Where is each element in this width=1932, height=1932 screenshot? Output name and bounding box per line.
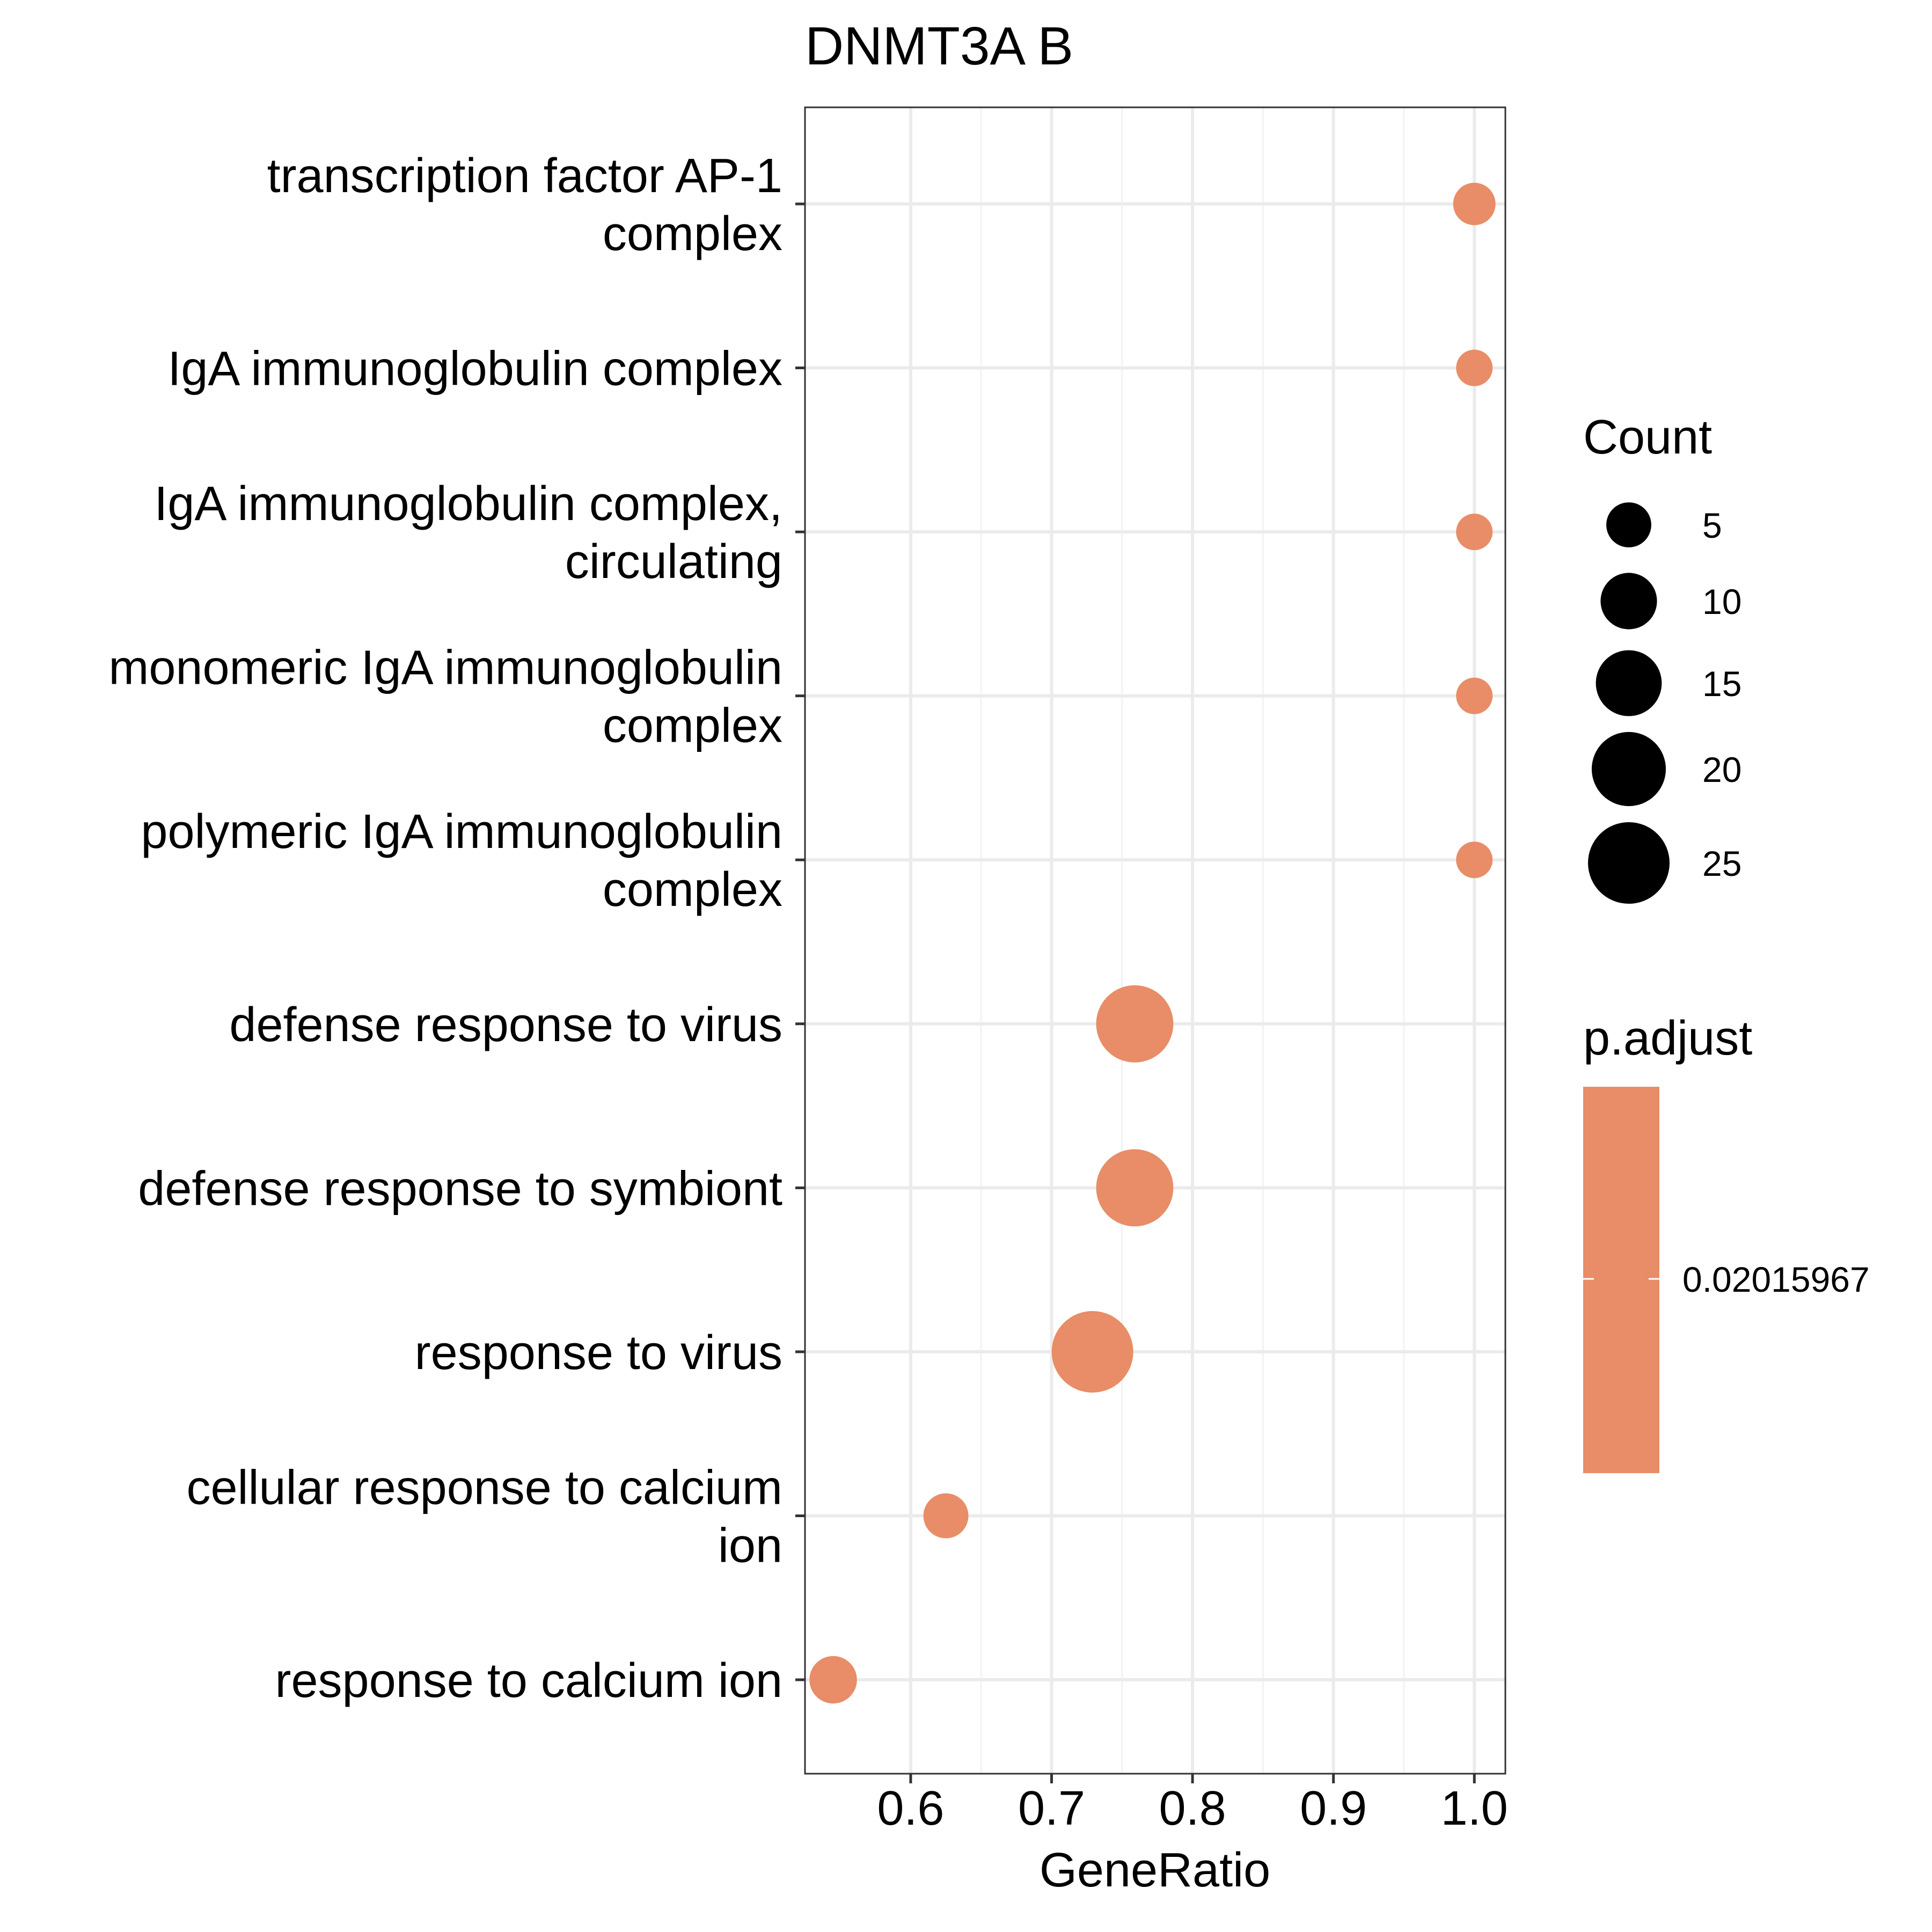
x-tick-label: 0.8: [1159, 1782, 1226, 1835]
y-tick-label: defense response to symbiont: [138, 1162, 782, 1216]
data-point: [1456, 677, 1493, 714]
x-tick-label: 0.7: [1018, 1782, 1085, 1835]
data-point: [809, 1656, 857, 1704]
y-tick-label: IgA immunoglobulin complex: [167, 342, 782, 396]
legend-count-label: 15: [1702, 664, 1741, 704]
plot-panel-border: [804, 106, 1506, 1775]
legend-count: 5 10 15 20 25: [1588, 502, 1741, 904]
legend-padjust-colorbar: [1583, 1087, 1659, 1473]
chart-title: DNMT3A B: [805, 16, 1073, 76]
grid-minor: [980, 107, 1405, 1774]
data-point: [1051, 1311, 1133, 1393]
y-tick-label: defense response to virus: [229, 998, 782, 1052]
legend-count-key: [1596, 650, 1662, 716]
data-point: [923, 1493, 969, 1539]
legend-count-key: [1591, 731, 1666, 807]
legend-count-label: 10: [1702, 582, 1741, 621]
y-tick-label: ion: [718, 1519, 782, 1572]
y-tick-label: complex: [603, 699, 782, 753]
y-tick-label: circulating: [565, 535, 782, 589]
x-axis-label: GeneRatio: [1040, 1843, 1270, 1897]
legend-count-label: 25: [1702, 844, 1741, 883]
y-tick-label: complex: [603, 863, 782, 917]
legend-count-key: [1588, 822, 1670, 904]
legend-count-key: [1600, 573, 1657, 630]
legend-count-label: 5: [1702, 506, 1722, 545]
data-point: [1096, 985, 1174, 1063]
y-tick-label: cellular response to calcium: [187, 1461, 783, 1514]
y-tick-label: transcription factor AP-1: [267, 149, 782, 203]
y-tick-label: complex: [603, 207, 782, 261]
data-point: [1456, 514, 1493, 551]
y-tick-label: monomeric IgA immunoglobulin: [108, 641, 782, 695]
data-point: [1456, 841, 1493, 879]
legend-padjust-title: p.adjust: [1583, 1012, 1752, 1065]
x-tick-label: 0.6: [877, 1782, 944, 1835]
y-tick-label: response to calcium ion: [275, 1654, 782, 1708]
y-tick-label: polymeric IgA immunoglobulin: [141, 805, 782, 859]
legend-padjust-label: 0.02015967: [1682, 1260, 1870, 1299]
data-point: [1456, 349, 1493, 386]
x-axis: 0.6 0.7 0.8 0.9 1.0: [877, 1774, 1508, 1835]
legend-count-key: [1606, 502, 1651, 547]
grid-major: [805, 107, 1505, 1774]
legend-count-title: Count: [1583, 411, 1712, 464]
x-tick-label: 0.9: [1300, 1782, 1367, 1835]
y-tick-label: IgA immunoglobulin complex,: [154, 477, 782, 531]
data-point: [1096, 1149, 1174, 1227]
data-point: [1453, 182, 1496, 225]
x-tick-label: 1.0: [1441, 1782, 1508, 1835]
y-tick-label: response to virus: [415, 1326, 782, 1380]
data-points: [809, 182, 1496, 1704]
legend-count-label: 20: [1702, 750, 1741, 789]
